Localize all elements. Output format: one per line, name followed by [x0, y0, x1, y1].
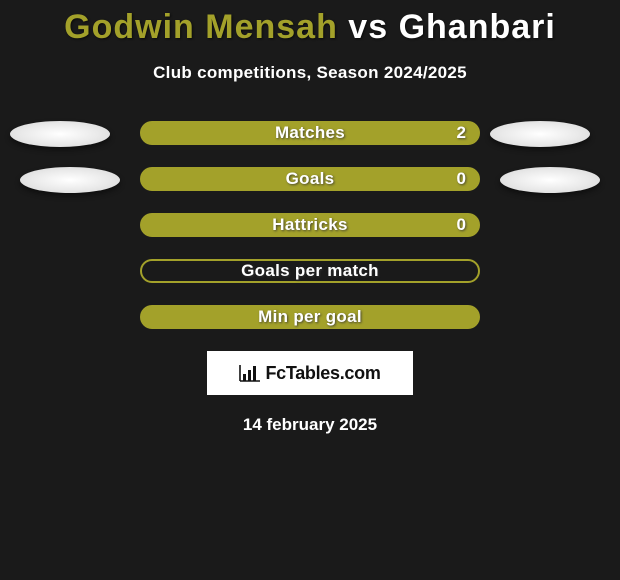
- right-ellipse: [500, 167, 600, 193]
- stat-value: 2: [457, 123, 466, 143]
- stat-bar: Hattricks 0: [140, 213, 480, 237]
- stat-label: Matches: [275, 123, 345, 143]
- title-player1: Godwin Mensah: [64, 8, 338, 46]
- stat-bar: Min per goal: [140, 305, 480, 329]
- stat-row: Goals 0: [0, 167, 620, 193]
- page-title: Godwin Mensah vs Ghanbari: [0, 0, 620, 47]
- stat-row: Hattricks 0: [0, 213, 620, 239]
- right-ellipse: [490, 121, 590, 147]
- bar-chart-icon: [239, 364, 261, 382]
- stat-bar: Goals per match: [140, 259, 480, 283]
- left-ellipse: [20, 167, 120, 193]
- stat-label: Min per goal: [258, 307, 362, 327]
- stat-value: 0: [457, 215, 466, 235]
- stat-rows: Matches 2 Goals 0 Hattricks 0 Goals per match M…: [0, 121, 620, 331]
- stat-bar: Goals 0: [140, 167, 480, 191]
- title-player2: Ghanbari: [399, 8, 556, 46]
- stat-bar: Matches 2: [140, 121, 480, 145]
- stat-value: 0: [457, 169, 466, 189]
- stat-row: Min per goal: [0, 305, 620, 331]
- subtitle: Club competitions, Season 2024/2025: [0, 63, 620, 83]
- logo-label: FcTables.com: [265, 363, 380, 384]
- stat-label: Hattricks: [272, 215, 347, 235]
- stat-label: Goals: [286, 169, 335, 189]
- stat-row: Matches 2: [0, 121, 620, 147]
- stat-label: Goals per match: [241, 261, 379, 281]
- logo-text: FcTables.com: [239, 363, 380, 384]
- logo-badge: FcTables.com: [207, 351, 413, 395]
- title-vs: vs: [348, 8, 388, 46]
- comparison-card: Godwin Mensah vs Ghanbari Club competiti…: [0, 0, 620, 580]
- stat-row: Goals per match: [0, 259, 620, 285]
- left-ellipse: [10, 121, 110, 147]
- date-text: 14 february 2025: [0, 415, 620, 435]
